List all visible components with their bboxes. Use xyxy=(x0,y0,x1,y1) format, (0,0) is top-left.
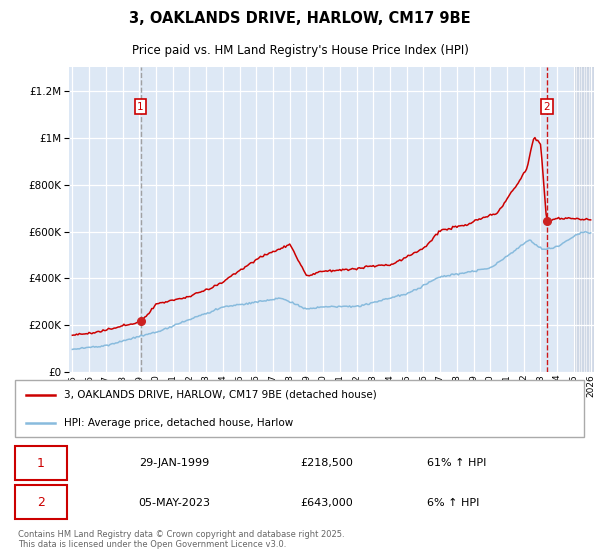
Text: HPI: Average price, detached house, Harlow: HPI: Average price, detached house, Harl… xyxy=(64,418,293,428)
Bar xyxy=(574,67,599,372)
Text: 61% ↑ HPI: 61% ↑ HPI xyxy=(427,459,486,468)
Text: 3, OAKLANDS DRIVE, HARLOW, CM17 9BE: 3, OAKLANDS DRIVE, HARLOW, CM17 9BE xyxy=(129,11,471,26)
Text: £643,000: £643,000 xyxy=(300,498,353,507)
Text: 29-JAN-1999: 29-JAN-1999 xyxy=(139,459,209,468)
Text: 1: 1 xyxy=(37,457,45,470)
Text: 3, OAKLANDS DRIVE, HARLOW, CM17 9BE (detached house): 3, OAKLANDS DRIVE, HARLOW, CM17 9BE (det… xyxy=(64,390,377,400)
Text: Contains HM Land Registry data © Crown copyright and database right 2025.
This d: Contains HM Land Registry data © Crown c… xyxy=(18,530,344,549)
Text: 05-MAY-2023: 05-MAY-2023 xyxy=(139,498,211,507)
Text: 6% ↑ HPI: 6% ↑ HPI xyxy=(427,498,479,507)
FancyBboxPatch shape xyxy=(15,446,67,480)
FancyBboxPatch shape xyxy=(15,380,584,437)
Text: 1: 1 xyxy=(137,102,144,112)
Text: Price paid vs. HM Land Registry's House Price Index (HPI): Price paid vs. HM Land Registry's House … xyxy=(131,44,469,57)
Text: 2: 2 xyxy=(37,496,45,509)
Text: £218,500: £218,500 xyxy=(300,459,353,468)
Text: 2: 2 xyxy=(544,102,550,112)
FancyBboxPatch shape xyxy=(15,485,67,520)
